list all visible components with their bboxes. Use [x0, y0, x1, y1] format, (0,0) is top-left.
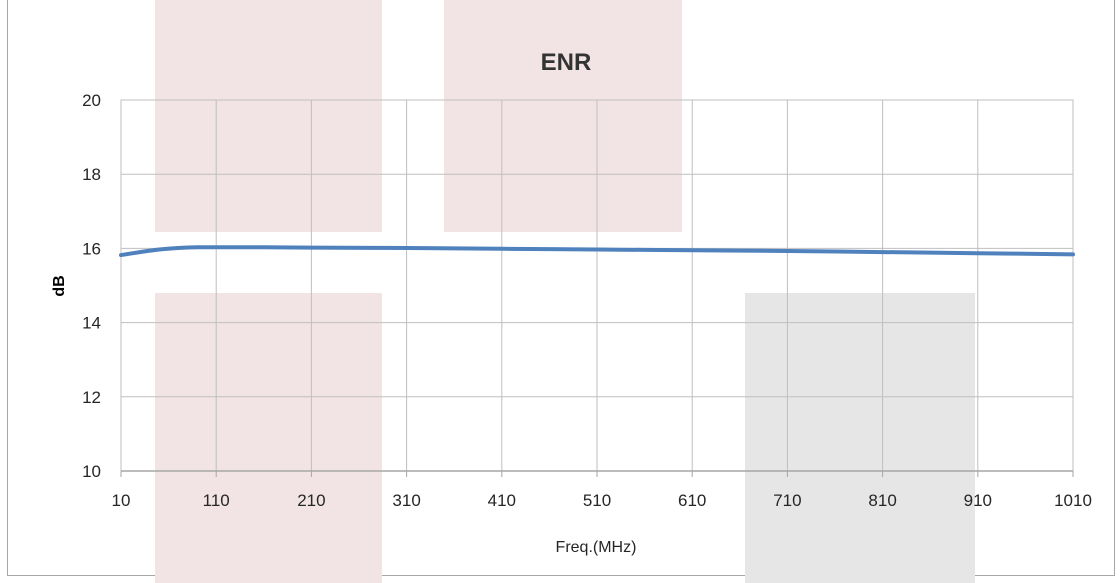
y-tick-label: 16 [82, 239, 101, 258]
chart-frame [7, 0, 1115, 576]
axes [120, 99, 1074, 477]
x-axis-label: Freq.(MHz) [556, 539, 637, 556]
enr-series-line [119, 245, 1075, 258]
x-tick-label: 1010 [1054, 491, 1092, 510]
x-tick-label: 10 [112, 491, 131, 510]
x-tick-label: 510 [583, 491, 611, 510]
background-patch [745, 293, 975, 583]
series-layer [119, 245, 1075, 258]
x-tick-label: 910 [964, 491, 992, 510]
y-tick-label: 18 [82, 165, 101, 184]
y-tick-label: 20 [82, 91, 101, 110]
x-tick-label: 710 [773, 491, 801, 510]
x-tick-label: 610 [678, 491, 706, 510]
x-tick-label: 110 [203, 491, 230, 510]
x-tick-label: 310 [392, 491, 420, 510]
x-tick-label: 410 [488, 491, 516, 510]
background-shapes [155, 0, 975, 583]
x-tick-label: 810 [868, 491, 896, 510]
chart-title: ENR [541, 49, 592, 76]
y-tick-label: 14 [82, 314, 101, 333]
y-tick-label: 12 [82, 388, 101, 407]
background-patch [155, 293, 382, 583]
tick-labels: 10 12 14 16 18 20 10 110 210 310 410 510 610 710 810 91… [82, 91, 1092, 510]
x-tick-label: 210 [297, 491, 325, 510]
background-patch [444, 0, 682, 232]
background-patch [155, 0, 382, 232]
y-tick-label: 10 [82, 462, 101, 481]
y-axis-label: dB [51, 275, 68, 296]
